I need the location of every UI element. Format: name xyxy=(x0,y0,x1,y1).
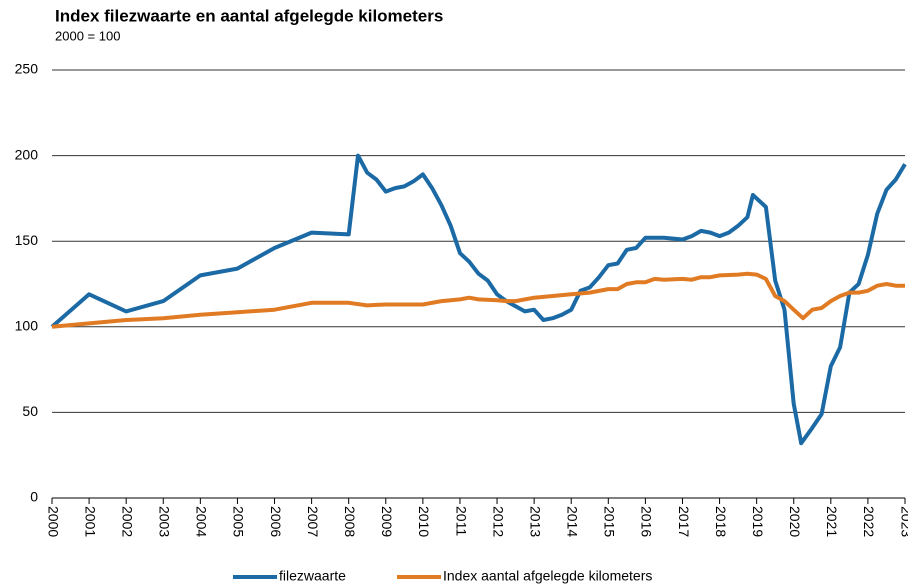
x-tick-label: 2005 xyxy=(231,506,247,537)
x-tick-label: 2014 xyxy=(565,506,581,537)
x-tick-label: 2006 xyxy=(268,506,284,537)
x-tick-label: 2015 xyxy=(602,506,618,537)
legend-label: filezwaarte xyxy=(279,568,346,584)
y-tick-label: 250 xyxy=(15,61,39,77)
x-tick-label: 2002 xyxy=(119,506,135,537)
x-tick-label: 2003 xyxy=(157,506,173,537)
x-tick-label: 2012 xyxy=(490,506,506,537)
x-tick-label: 2023 xyxy=(898,506,908,537)
x-tick-label: 2018 xyxy=(713,506,729,537)
data-line xyxy=(50,153,907,446)
x-tick-label: 2016 xyxy=(639,506,655,537)
y-tick-label: 200 xyxy=(15,146,39,162)
x-tick-label: 2008 xyxy=(342,506,358,537)
chart-subtitle: 2000 = 100 xyxy=(55,28,120,43)
x-tick-label: 2021 xyxy=(824,506,840,537)
x-tick-label: 2001 xyxy=(82,506,98,537)
legend-label: Index aantal afgelegde kilometers xyxy=(443,568,652,584)
y-tick-label: 50 xyxy=(22,403,38,419)
x-tick-label: 2010 xyxy=(416,506,432,537)
x-tick-label: 2011 xyxy=(453,506,469,536)
x-tick-label: 2007 xyxy=(305,506,321,537)
x-tick-label: 2004 xyxy=(194,506,210,537)
data-line xyxy=(51,271,905,329)
y-tick-label: 150 xyxy=(15,232,39,248)
y-tick-label: 100 xyxy=(15,318,39,334)
x-tick-label: 2009 xyxy=(379,506,395,537)
chart-title: Index filezwaarte en aantal afgelegde ki… xyxy=(55,6,443,25)
x-tick-label: 2019 xyxy=(750,506,766,537)
x-tick-label: 2013 xyxy=(527,506,543,537)
x-tick-label: 2020 xyxy=(787,506,803,537)
x-tick-label: 2017 xyxy=(676,506,692,537)
x-tick-label: 2022 xyxy=(861,506,877,537)
x-tick-label: 2000 xyxy=(45,506,61,537)
y-tick-label: 0 xyxy=(30,489,38,505)
